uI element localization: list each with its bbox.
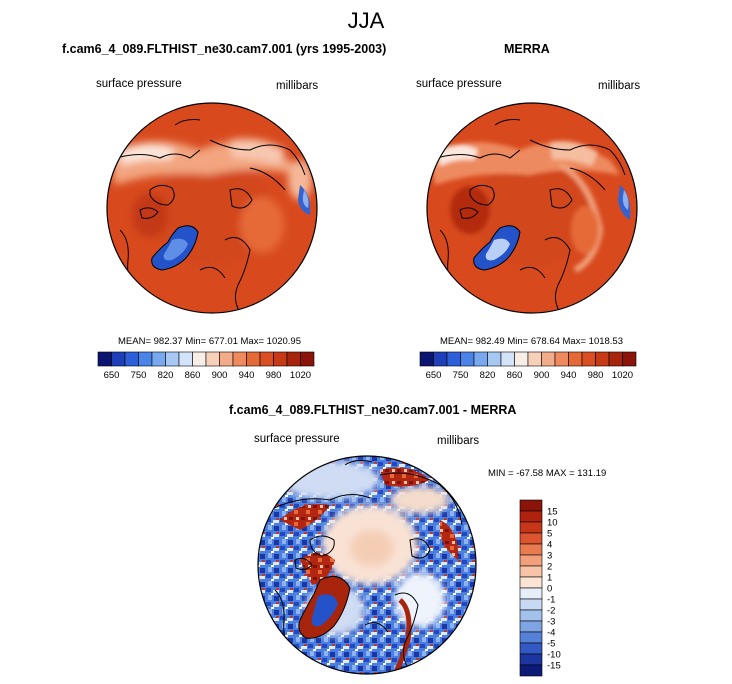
panel-1-colorbar: 650 750 820 860 900 940 980 1020	[97, 351, 315, 381]
colorbar-2-swatch-15	[622, 351, 637, 367]
colorbar-1-swatch-3	[138, 351, 153, 367]
colorbar-3-tick-label-6: 1	[547, 573, 552, 584]
panel-2-polar-map	[426, 102, 638, 314]
colorbar-3-swatch-11	[519, 620, 543, 633]
colorbar-1-swatch-1	[111, 351, 126, 367]
colorbar-1-swatch-14	[286, 351, 301, 367]
colorbar-3-tick-label-7: 0	[547, 584, 552, 595]
colorbar-1-tick-label-6: 980	[266, 370, 282, 381]
panel-2-stats: MEAN= 982.49 Min= 678.64 Max= 1018.53	[440, 336, 623, 347]
colorbar-3-swatch-8	[519, 587, 543, 600]
panel-1-variable-label: surface pressure	[96, 78, 182, 90]
colorbar-1-swatch-15	[300, 351, 315, 367]
colorbar-2-swatch-10	[554, 351, 569, 367]
colorbar-1-swatch-13	[273, 351, 288, 367]
panel-3-title: f.cam6_4_089.FLTHIST_ne30.cam7.001 - MER…	[229, 403, 517, 417]
colorbar-3-swatch-12	[519, 631, 543, 644]
colorbar-2-swatch-6	[500, 351, 515, 367]
panel-3-stats: MIN = -67.58 MAX = 131.19	[488, 468, 607, 479]
colorbar-3-tick-label-11: -4	[547, 628, 555, 639]
colorbar-3-swatch-15	[519, 664, 543, 677]
colorbar-3-swatch-9	[519, 598, 543, 611]
colorbar-2-swatch-1	[433, 351, 448, 367]
panel-2-variable-label: surface pressure	[416, 78, 502, 90]
colorbar-2-tick-label-3: 860	[507, 370, 523, 381]
colorbar-3-tick-label-1: 10	[547, 518, 558, 529]
colorbar-2-tick-label-7: 1020	[612, 370, 633, 381]
colorbar-3-tick-label-8: -1	[547, 595, 555, 606]
colorbar-3-swatch-7	[519, 576, 543, 589]
panel-2-colorbar: 650 750 820 860 900 940 980 1020	[419, 351, 637, 381]
colorbar-3-tick-label-3: 4	[547, 540, 552, 551]
panel-1-stats: MEAN= 982.37 Min= 677.01 Max= 1020.95	[118, 336, 301, 347]
colorbar-1-tick-label-0: 650	[104, 370, 120, 381]
panel-1-units-label: millibars	[276, 80, 319, 92]
colorbar-2-tick-label-0: 650	[426, 370, 442, 381]
colorbar-2-swatch-12	[581, 351, 596, 367]
colorbar-3-swatch-14	[519, 653, 543, 666]
colorbar-2-swatch-5	[487, 351, 502, 367]
panel-2-title: MERRA	[504, 42, 550, 56]
colorbar-1-swatch-5	[165, 351, 180, 367]
colorbar-3-swatch-5	[519, 554, 543, 567]
colorbar-1-swatch-6	[178, 351, 193, 367]
colorbar-2-tick-label-1: 750	[453, 370, 469, 381]
colorbar-3-swatch-3	[519, 532, 543, 545]
colorbar-1-swatch-12	[259, 351, 274, 367]
colorbar-2-swatch-8	[527, 351, 542, 367]
panel-3-polar-map	[257, 455, 477, 675]
colorbar-2-swatch-7	[514, 351, 529, 367]
colorbar-1-swatch-10	[232, 351, 247, 367]
colorbar-1-swatch-9	[219, 351, 234, 367]
colorbar-1-swatch-7	[192, 351, 207, 367]
colorbar-3-tick-label-0: 15	[547, 507, 558, 518]
colorbar-3-tick-label-5: 2	[547, 562, 552, 573]
panel-1-polar-map	[106, 102, 318, 314]
colorbar-3-tick-label-12: -5	[547, 639, 555, 650]
colorbar-1-swatch-2	[124, 351, 139, 367]
colorbar-2-tick-label-4: 900	[534, 370, 550, 381]
colorbar-2-swatch-4	[473, 351, 488, 367]
colorbar-3-swatch-10	[519, 609, 543, 622]
colorbar-1-tick-label-3: 860	[185, 370, 201, 381]
colorbar-2-tick-label-2: 820	[480, 370, 496, 381]
colorbar-2-swatch-14	[608, 351, 623, 367]
colorbar-3-tick-label-9: -2	[547, 606, 555, 617]
colorbar-2-swatch-11	[568, 351, 583, 367]
panel-2-units-label: millibars	[598, 80, 641, 92]
colorbar-1-swatch-0	[97, 351, 112, 367]
colorbar-3-tick-label-2: 5	[547, 529, 552, 540]
colorbar-1-tick-label-7: 1020	[290, 370, 311, 381]
colorbar-3-swatch-2	[519, 521, 543, 534]
colorbar-2-swatch-13	[595, 351, 610, 367]
colorbar-3-tick-label-14: -15	[547, 661, 561, 672]
panel-1-title: f.cam6_4_089.FLTHIST_ne30.cam7.001 (yrs …	[62, 42, 387, 56]
figure-title: JJA	[347, 8, 385, 33]
colorbar-1-tick-label-5: 940	[239, 370, 255, 381]
colorbar-3-swatch-13	[519, 642, 543, 655]
colorbar-1-swatch-8	[205, 351, 220, 367]
panel-3-variable-label: surface pressure	[254, 433, 340, 445]
colorbar-2-swatch-2	[446, 351, 461, 367]
colorbar-1-tick-label-1: 750	[131, 370, 147, 381]
colorbar-2-swatch-0	[419, 351, 434, 367]
colorbar-3-swatch-1	[519, 510, 543, 523]
colorbar-1-swatch-11	[246, 351, 261, 367]
panel-3-units-label: millibars	[437, 435, 480, 447]
colorbar-3-swatch-0	[519, 499, 543, 512]
colorbar-3-swatch-4	[519, 543, 543, 556]
colorbar-3-tick-label-13: -10	[547, 650, 561, 661]
colorbar-1-tick-label-4: 900	[212, 370, 228, 381]
colorbar-2-swatch-3	[460, 351, 475, 367]
colorbar-3-swatch-6	[519, 565, 543, 578]
colorbar-3-tick-label-10: -3	[547, 617, 555, 628]
colorbar-1-swatch-4	[151, 351, 166, 367]
colorbar-3-tick-label-4: 3	[547, 551, 552, 562]
colorbar-2-tick-label-5: 940	[561, 370, 577, 381]
colorbar-2-swatch-9	[541, 351, 556, 367]
colorbar-2-tick-label-6: 980	[588, 370, 604, 381]
colorbar-1-tick-label-2: 820	[158, 370, 174, 381]
